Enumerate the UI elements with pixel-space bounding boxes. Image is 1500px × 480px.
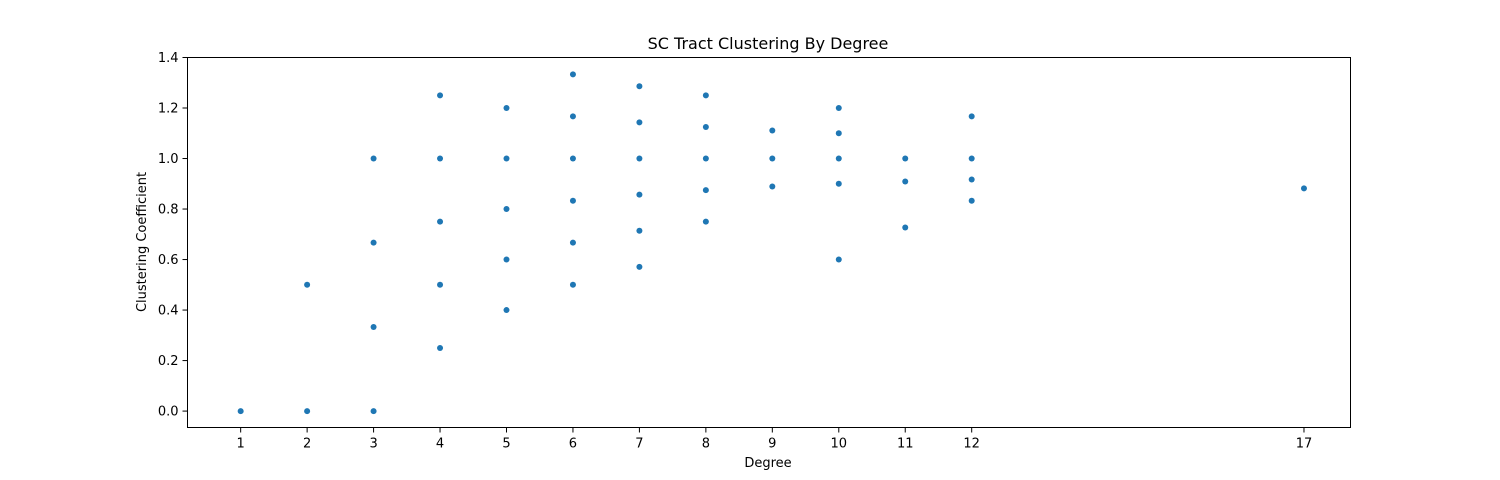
x-tick-label: 17 <box>1296 437 1313 452</box>
data-point <box>968 113 975 120</box>
data-point <box>569 239 576 246</box>
data-point <box>636 191 643 198</box>
data-point <box>702 123 709 130</box>
data-point <box>569 113 576 120</box>
data-point <box>636 227 643 234</box>
data-point <box>1300 185 1307 192</box>
data-point <box>636 83 643 90</box>
data-point <box>503 105 510 112</box>
data-point <box>437 344 444 351</box>
data-point <box>835 105 842 112</box>
data-point <box>702 155 709 162</box>
x-tick-label: 11 <box>897 437 914 452</box>
x-tick-label: 7 <box>635 437 643 452</box>
data-point <box>636 155 643 162</box>
data-point <box>902 224 909 231</box>
data-point <box>370 155 377 162</box>
y-tick-label: 0.2 <box>158 354 179 369</box>
data-point <box>503 307 510 314</box>
x-tick-label: 2 <box>303 437 311 452</box>
data-point <box>769 127 776 134</box>
x-axis: 1 2 3 4 5 6 7 8 9 10 11 12 17 <box>237 427 1313 452</box>
x-tick-label: 9 <box>768 437 776 452</box>
y-tick-label: 0.8 <box>158 203 179 218</box>
data-point <box>702 218 709 225</box>
data-point <box>304 408 311 415</box>
y-tick-label: 1.4 <box>158 51 179 66</box>
scatter-points <box>237 71 1307 415</box>
data-point <box>835 155 842 162</box>
data-point <box>569 197 576 204</box>
data-point <box>370 408 377 415</box>
data-point <box>370 323 377 330</box>
data-point <box>835 256 842 263</box>
y-axis: 0.0 0.2 0.4 0.6 0.8 1.0 1.2 1.4 <box>158 51 188 420</box>
data-point <box>968 197 975 204</box>
y-tick-label: 0.6 <box>158 253 179 268</box>
x-tick-label: 1 <box>237 437 245 452</box>
data-point <box>769 183 776 190</box>
data-point <box>902 178 909 185</box>
x-tick-label: 4 <box>436 437 444 452</box>
y-axis-label: Clustering Coefficient <box>135 172 150 312</box>
data-point <box>503 155 510 162</box>
chart-title: SC Tract Clustering By Degree <box>648 34 889 53</box>
data-point <box>569 281 576 288</box>
x-tick-label: 6 <box>569 437 577 452</box>
y-tick-label: 0.0 <box>158 405 179 420</box>
data-point <box>902 155 909 162</box>
data-point <box>437 281 444 288</box>
data-point <box>370 239 377 246</box>
data-point <box>769 155 776 162</box>
data-point <box>503 256 510 263</box>
data-point <box>702 92 709 99</box>
data-point <box>437 92 444 99</box>
data-point <box>237 408 244 415</box>
x-tick-label: 8 <box>702 437 710 452</box>
data-point <box>304 281 311 288</box>
plot-frame <box>187 57 1351 428</box>
data-point <box>437 218 444 225</box>
data-point <box>968 176 975 183</box>
data-point <box>968 155 975 162</box>
data-point <box>569 71 576 78</box>
data-point <box>503 206 510 213</box>
x-tick-label: 12 <box>963 437 980 452</box>
x-tick-label: 5 <box>502 437 510 452</box>
data-point <box>835 130 842 137</box>
data-point <box>437 155 444 162</box>
x-tick-label: 10 <box>831 437 848 452</box>
y-tick-label: 0.4 <box>158 304 179 319</box>
data-point <box>636 119 643 126</box>
y-tick-label: 1.0 <box>158 152 179 167</box>
data-point <box>636 263 643 270</box>
data-point <box>702 187 709 194</box>
data-point <box>569 155 576 162</box>
data-point <box>835 180 842 187</box>
y-tick-label: 1.2 <box>158 102 179 117</box>
x-tick-label: 3 <box>369 437 377 452</box>
x-axis-label: Degree <box>744 456 791 471</box>
